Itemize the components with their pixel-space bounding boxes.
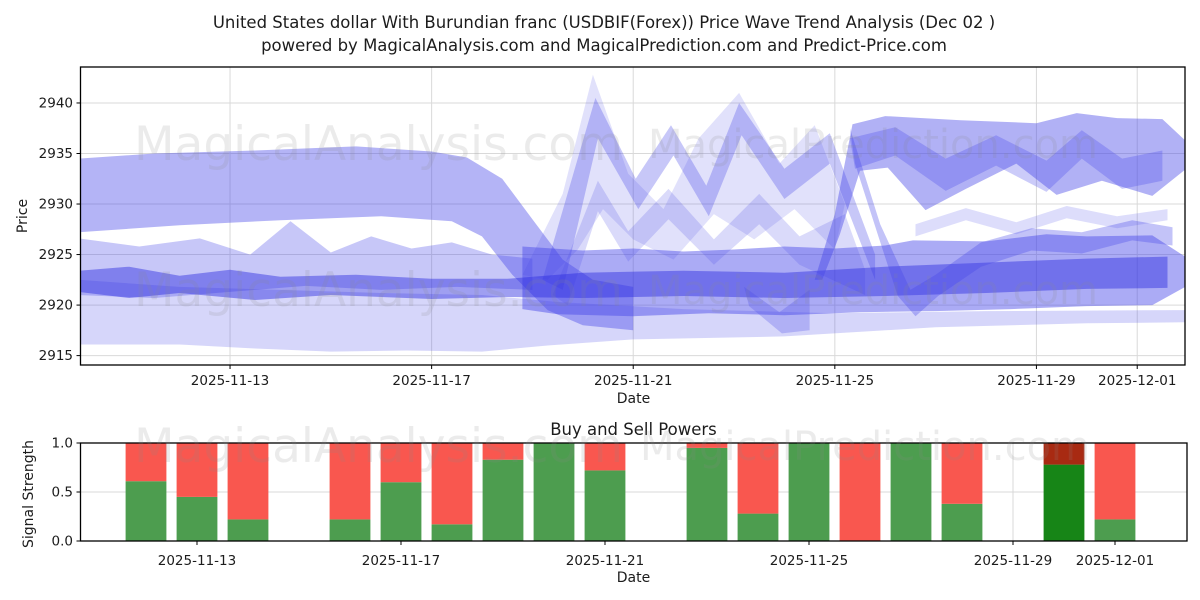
wave-band-left-mid-band	[80, 221, 533, 298]
chart-title-line2: powered by MagicalAnalysis.com and Magic…	[261, 36, 947, 55]
buy-bar-2025-11-28	[941, 503, 983, 541]
top-y-tick-label: 2920	[39, 298, 73, 314]
sell-bar-2025-11-28	[941, 443, 983, 504]
wave-band-upper-left-band	[80, 146, 634, 331]
bottom-date-axis-label: Date	[616, 570, 651, 586]
buy-bar-2025-12-01	[1094, 519, 1136, 541]
sell-bar-2025-11-14	[227, 443, 269, 520]
buy-bar-2025-11-18	[431, 524, 473, 541]
buy-bar-2025-11-13	[176, 496, 218, 541]
watermark-prediction: MagicalPrediction.com	[648, 122, 1098, 169]
top-date-axis-label: Date	[616, 391, 651, 407]
bottom-x-tick-label: 2025-11-17	[362, 553, 440, 569]
top-x-tick-label: 2025-12-01	[1098, 373, 1176, 389]
buy-bar-2025-11-12	[125, 481, 167, 541]
wave-band-right-upper-band	[814, 113, 1185, 280]
buy-bar-2025-11-14	[227, 519, 269, 541]
sell-bar-2025-11-19	[482, 443, 524, 460]
signal-strength-axis-label: Signal Strength	[21, 440, 37, 549]
top-x-tick-label: 2025-11-17	[392, 373, 470, 389]
buy-bar-2025-11-25	[788, 443, 830, 541]
sell-bar-2025-11-12	[125, 443, 167, 482]
chart-title-line1: United States dollar With Burundian fran…	[212, 13, 996, 32]
bottom-x-tick-label: 2025-12-01	[1076, 553, 1154, 569]
wave-band-dark-core-band	[80, 256, 1168, 300]
buy-bar-2025-11-19	[482, 459, 524, 541]
buy-bar-2025-11-24	[737, 513, 779, 541]
wave-band-right-upper-inner-band	[849, 127, 1163, 192]
wave-band-right-mid-light-band	[915, 206, 1168, 237]
buy-bar-2025-11-30	[1043, 464, 1085, 541]
watermark-analysis: MagicalAnalysis.com	[134, 418, 623, 474]
top-y-tick-label: 2935	[39, 146, 73, 162]
bottom-y-tick-label: 0.0	[52, 534, 73, 550]
top-y-tick-label: 2915	[39, 348, 73, 364]
watermark-analysis: MagicalAnalysis.com	[134, 116, 623, 172]
top-x-tick-label: 2025-11-21	[594, 373, 672, 389]
top-y-tick-label: 2930	[39, 197, 73, 213]
wave-band-peaks-strand2-band	[552, 180, 866, 306]
bottom-x-tick-label: 2025-11-21	[566, 553, 644, 569]
wave-band-pre-rise-dip-band	[744, 286, 810, 334]
sell-bar-2025-11-23	[686, 443, 728, 448]
top-y-tick-label: 2940	[39, 95, 73, 111]
sell-bar-2025-11-18	[431, 443, 473, 525]
bottom-x-tick-label: 2025-11-13	[158, 553, 236, 569]
buy-bar-2025-11-21	[584, 470, 626, 541]
sell-bar-2025-11-30	[1043, 443, 1085, 465]
sell-bar-2025-12-01	[1094, 443, 1136, 520]
top-x-tick-label: 2025-11-13	[191, 373, 269, 389]
top-x-tick-label: 2025-11-29	[997, 373, 1075, 389]
bottom-x-tick-label: 2025-11-25	[770, 553, 848, 569]
sell-bar-2025-11-16	[329, 443, 371, 520]
buy-bar-2025-11-23	[686, 447, 728, 541]
sell-bar-2025-11-26	[839, 443, 881, 541]
sell-bar-2025-11-21	[584, 443, 626, 471]
top-x-tick-label: 2025-11-25	[796, 373, 874, 389]
watermark-analysis: MagicalAnalysis.com	[134, 262, 623, 318]
sell-bar-2025-11-24	[737, 443, 779, 514]
sell-bar-2025-11-17	[380, 443, 422, 483]
bottom-chart-title: Buy and Sell Powers	[550, 420, 717, 439]
buy-bar-2025-11-20	[533, 443, 575, 541]
wave-band-peaks-pale-band	[522, 74, 845, 280]
price-axis-label: Price	[15, 198, 31, 234]
buy-bar-2025-11-16	[329, 519, 371, 541]
bottom-y-tick-label: 0.5	[52, 485, 73, 501]
watermark-prediction: MagicalPrediction.com	[640, 424, 1090, 471]
wave-band-right-lower-band	[522, 234, 1185, 317]
bottom-x-tick-label: 2025-11-29	[974, 553, 1052, 569]
bottom-y-tick-label: 1.0	[52, 436, 73, 452]
wave-band-bottom-pale-band	[80, 279, 1185, 352]
sell-bar-2025-11-13	[176, 443, 218, 497]
buy-bar-2025-11-17	[380, 482, 422, 541]
buy-bar-2025-11-27	[890, 443, 932, 541]
wave-band-peaks-strand1-band	[542, 97, 876, 290]
watermark-prediction: MagicalPrediction.com	[648, 268, 1098, 315]
top-y-tick-label: 2925	[39, 247, 73, 263]
